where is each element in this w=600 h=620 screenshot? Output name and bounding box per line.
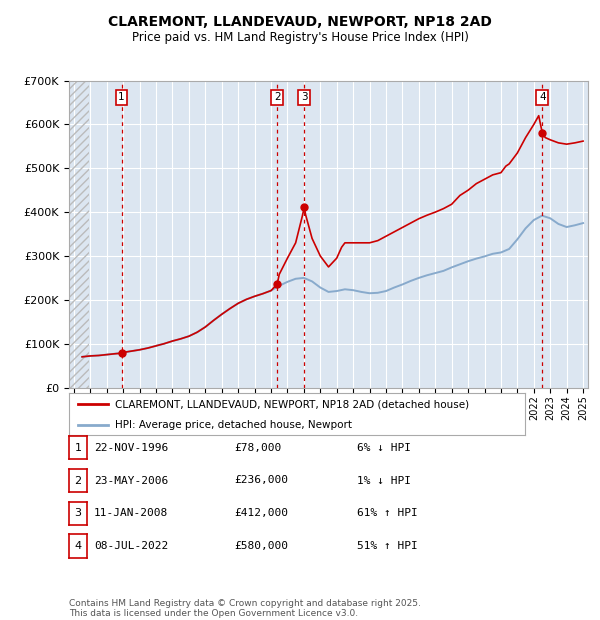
Text: 3: 3 [301, 92, 308, 102]
Text: 6% ↓ HPI: 6% ↓ HPI [357, 443, 411, 453]
Text: 2: 2 [274, 92, 281, 102]
Text: 11-JAN-2008: 11-JAN-2008 [94, 508, 169, 518]
Text: 1: 1 [74, 443, 82, 453]
Text: £78,000: £78,000 [234, 443, 281, 453]
Text: £580,000: £580,000 [234, 541, 288, 551]
Text: 4: 4 [539, 92, 545, 102]
Text: 4: 4 [74, 541, 82, 551]
Bar [69, 81, 89, 388]
Text: 51% ↑ HPI: 51% ↑ HPI [357, 541, 418, 551]
Text: 1: 1 [118, 92, 125, 102]
Text: CLAREMONT, LLANDEVAUD, NEWPORT, NP18 2AD (detached house): CLAREMONT, LLANDEVAUD, NEWPORT, NP18 2AD… [115, 399, 469, 409]
Text: 22-NOV-1996: 22-NOV-1996 [94, 443, 169, 453]
Text: 1% ↓ HPI: 1% ↓ HPI [357, 476, 411, 485]
Text: £412,000: £412,000 [234, 508, 288, 518]
Text: 2: 2 [74, 476, 82, 485]
Text: 08-JUL-2022: 08-JUL-2022 [94, 541, 169, 551]
Text: Contains HM Land Registry data © Crown copyright and database right 2025.
This d: Contains HM Land Registry data © Crown c… [69, 599, 421, 618]
Text: £236,000: £236,000 [234, 476, 288, 485]
Text: HPI: Average price, detached house, Newport: HPI: Average price, detached house, Newp… [115, 420, 352, 430]
Text: 23-MAY-2006: 23-MAY-2006 [94, 476, 169, 485]
Text: Price paid vs. HM Land Registry's House Price Index (HPI): Price paid vs. HM Land Registry's House … [131, 31, 469, 44]
Text: 61% ↑ HPI: 61% ↑ HPI [357, 508, 418, 518]
Text: 3: 3 [74, 508, 82, 518]
Text: CLAREMONT, LLANDEVAUD, NEWPORT, NP18 2AD: CLAREMONT, LLANDEVAUD, NEWPORT, NP18 2AD [108, 16, 492, 30]
